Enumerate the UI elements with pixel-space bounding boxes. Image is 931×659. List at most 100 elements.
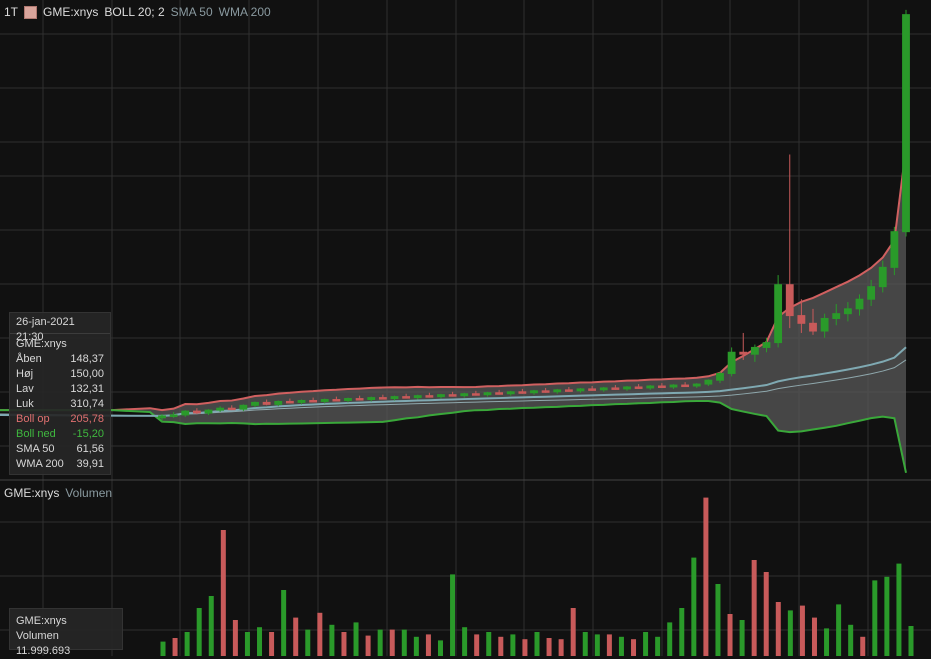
volume-bar [703, 497, 709, 656]
candle-body [774, 284, 783, 344]
volume-info-symbol: GME:xnys [16, 615, 67, 627]
volume-bar [582, 632, 588, 656]
candle-body [297, 399, 306, 403]
volume-bar [775, 602, 781, 656]
candle-body [355, 398, 364, 401]
candle-body [820, 317, 829, 332]
volume-bar [655, 636, 661, 656]
candle-body [611, 387, 620, 390]
indicator-wma[interactable]: WMA 200 [218, 5, 271, 19]
candle-body [669, 384, 678, 388]
candle-body [192, 410, 201, 414]
candle-body [530, 390, 538, 394]
candle-body [309, 399, 318, 403]
candle-body [437, 394, 445, 398]
volume-bar [377, 629, 383, 656]
candle-body [471, 393, 480, 396]
candle-body [855, 298, 864, 310]
candle-body [564, 389, 573, 392]
candle-body [692, 383, 701, 387]
volume-bar [413, 636, 419, 656]
info-panel: 26-jan-2021 21:30 GME:xnys Åben 148,37 Hø… [9, 312, 111, 475]
info-datetime: 26-jan-2021 21:30 [16, 316, 75, 343]
candle-body [762, 342, 771, 348]
candle-body [216, 407, 225, 411]
volume-bar [401, 629, 407, 656]
candle-body [378, 397, 387, 400]
volume-bar [884, 576, 890, 656]
info-row-wma: WMA 200 39,91 [16, 458, 104, 470]
candle-body [320, 399, 329, 402]
candle-body [413, 395, 422, 399]
volume-bar [208, 596, 214, 656]
candle-body [843, 308, 852, 315]
volume-bar [570, 608, 576, 656]
volume-bar [739, 620, 745, 656]
volume-bar [836, 604, 842, 656]
candle-body [518, 391, 527, 394]
candle-body [204, 409, 213, 414]
volume-bar [269, 632, 275, 656]
candle-body [367, 397, 376, 401]
candle-body [727, 351, 736, 374]
candle-body [390, 396, 399, 400]
volume-bar [860, 636, 866, 656]
volume-bar [437, 640, 443, 656]
candle-body [460, 393, 469, 397]
volume-info-value: Volumen 11.999.693 [16, 630, 71, 657]
volume-bar [353, 622, 359, 656]
volume-symbol-label[interactable]: GME:xnys [4, 486, 60, 500]
candle-body [402, 396, 411, 399]
volume-bar [329, 624, 335, 656]
info-row-low: Lav 132,31 [16, 383, 104, 395]
indicator-sma[interactable]: SMA 50 [170, 5, 213, 19]
volume-bar [365, 635, 371, 656]
bollinger-band-fill [0, 147, 906, 473]
volume-bar [667, 622, 673, 656]
volume-bar [160, 641, 166, 656]
symbol-label[interactable]: GME:xnys [43, 5, 99, 19]
volume-bar [341, 632, 347, 656]
volume-bar [257, 627, 263, 656]
info-row-sma: SMA 50 61,56 [16, 443, 104, 455]
sma-line [0, 359, 907, 417]
candle-body [425, 395, 434, 398]
volume-bar [389, 629, 395, 656]
candle-body [797, 315, 806, 324]
volume-bar [594, 634, 600, 656]
candle-body [902, 14, 910, 233]
volume-label: Volumen [65, 486, 113, 500]
interval-label[interactable]: 1T [4, 5, 19, 19]
volume-bar [546, 638, 552, 656]
candle-body [285, 400, 294, 404]
volume-bar [293, 617, 299, 656]
volume-bar [534, 632, 540, 656]
volume-bar [474, 634, 480, 656]
volume-bar [643, 632, 649, 656]
info-row-open: Åben 148,37 [16, 353, 104, 365]
volume-bar [510, 634, 516, 656]
candle-body [541, 390, 550, 393]
candle-body [227, 407, 236, 411]
candle-body [657, 385, 666, 389]
candle-body [785, 284, 794, 317]
candle-body [704, 379, 713, 385]
volume-bar [896, 563, 902, 656]
volume-bar [220, 530, 226, 656]
candle-body [867, 286, 876, 300]
candle-body [681, 384, 690, 388]
info-row-boll-lower: Boll ned -15,20 [16, 428, 104, 440]
candle-body [634, 386, 643, 389]
series-color-swatch [24, 5, 38, 19]
candle-body [506, 391, 515, 395]
info-row-close: Luk 310,74 [16, 398, 104, 410]
candle-body [344, 398, 352, 401]
indicator-boll[interactable]: BOLL 20; 2 [104, 5, 165, 19]
candle-body [251, 401, 259, 406]
candle-body [169, 414, 178, 417]
volume-bar [679, 608, 685, 656]
candle-body [553, 389, 562, 393]
volume-header: GME:xnys Volumen [4, 486, 112, 500]
candle-body [181, 410, 190, 416]
